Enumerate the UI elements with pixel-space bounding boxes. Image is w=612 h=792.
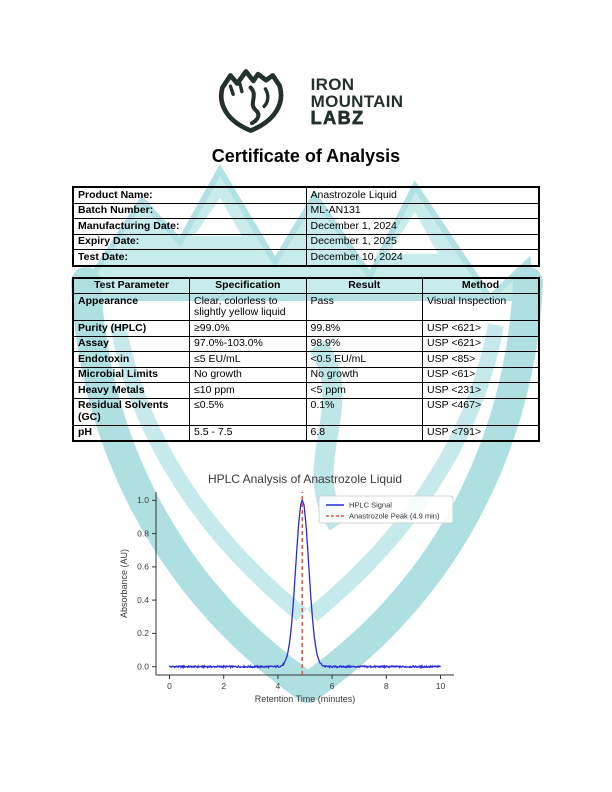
test-results-table: Test Parameter Specification Result Meth… — [72, 276, 540, 442]
chart-ylabel: Absorbance (AU) — [119, 549, 129, 618]
test-date-label: Test Date: — [72, 249, 307, 266]
svg-text:HPLC Signal: HPLC Signal — [349, 501, 392, 510]
batch-number-label: Batch Number: — [72, 202, 307, 219]
batch-number-value: ML-AN131 — [305, 202, 540, 219]
svg-text:0.4: 0.4 — [137, 595, 149, 605]
product-name-label: Product Name: — [72, 186, 307, 204]
brand-line-labz: LABZ — [310, 107, 365, 128]
table-row: Batch Number: ML-AN131 — [72, 202, 540, 219]
svg-text:1.0: 1.0 — [137, 495, 149, 505]
manufacturing-date-label: Manufacturing Date: — [72, 218, 307, 235]
cell-method: USP <61> — [422, 366, 540, 383]
cell-result: <5 ppm — [305, 382, 423, 399]
table-row: Residual Solvents (GC) ≤0.5% 0.1% USP <4… — [72, 397, 540, 426]
cell-method: USP <621> — [422, 335, 540, 352]
brand-logo: IRON MOUNTAIN LABZ — [0, 66, 612, 136]
cell-parameter: Residual Solvents (GC) — [72, 397, 190, 426]
cell-result: <0.5 EU/mL — [305, 351, 423, 368]
table-row: Manufacturing Date: December 1, 2024 — [72, 218, 540, 235]
table-row: Product Name: Anastrozole Liquid — [72, 186, 540, 204]
cell-specification: No growth — [189, 366, 307, 383]
table-row: Purity (HPLC) ≥99.0% 99.8% USP <621> — [72, 320, 540, 337]
cell-method: Visual Inspection — [422, 293, 540, 321]
table-header-row: Test Parameter Specification Result Meth… — [72, 277, 540, 294]
col-header-specification: Specification — [189, 277, 307, 294]
table-row: Endotoxin ≤5 EU/mL <0.5 EU/mL USP <85> — [72, 351, 540, 368]
page-title: Certificate of Analysis — [211, 146, 401, 166]
table-row: Assay 97.0%-103.0% 98.9% USP <621> — [72, 335, 540, 352]
cell-specification: ≤5 EU/mL — [189, 351, 307, 368]
brand-name: IRON MOUNTAIN LABZ — [310, 74, 404, 128]
svg-text:0.6: 0.6 — [137, 562, 149, 572]
col-header-result: Result — [305, 277, 423, 294]
product-name-value: Anastrozole Liquid — [305, 186, 540, 204]
cell-result: Pass — [305, 293, 423, 321]
cell-specification: ≤0.5% — [189, 397, 307, 426]
svg-text:6: 6 — [330, 681, 335, 691]
col-header-method: Method — [422, 277, 540, 294]
svg-text:0.8: 0.8 — [137, 528, 149, 538]
svg-text:10: 10 — [436, 681, 446, 691]
cell-result: 99.8% — [305, 320, 423, 337]
product-info-table: Product Name: Anastrozole Liquid Batch N… — [72, 186, 540, 267]
cell-method: USP <791> — [422, 424, 540, 442]
col-header-test-parameter: Test Parameter — [72, 277, 190, 294]
cell-specification: ≥99.0% — [189, 320, 307, 337]
cell-result: 6.8 — [305, 424, 423, 442]
table-row: Expiry Date: December 1, 2025 — [72, 233, 540, 250]
cell-parameter: Endotoxin — [72, 351, 190, 368]
cell-method: USP <467> — [422, 397, 540, 426]
cell-parameter: pH — [72, 424, 190, 442]
cell-parameter: Purity (HPLC) — [72, 320, 190, 337]
svg-text:4: 4 — [276, 681, 281, 691]
hplc-signal-line — [168, 499, 442, 670]
cell-result: No growth — [305, 366, 423, 383]
svg-text:0.0: 0.0 — [137, 662, 149, 672]
cell-parameter: Appearance — [72, 293, 190, 321]
svg-text:2: 2 — [221, 681, 226, 691]
chart-title: HPLC Analysis of Anastrozole Liquid — [208, 472, 402, 486]
brand-line-iron: IRON — [310, 74, 355, 94]
table-row: Microbial Limits No growth No growth USP… — [72, 366, 540, 383]
cell-parameter: Assay — [72, 335, 190, 352]
cell-specification: Clear, colorless to slightly yellow liqu… — [189, 293, 307, 321]
svg-text:8: 8 — [384, 681, 389, 691]
manufacturing-date-value: December 1, 2024 — [305, 218, 540, 235]
shield-mountain-icon — [218, 69, 283, 133]
chart-legend: HPLC Signal Anastrozole Peak (4.9 min) — [318, 495, 454, 524]
expiry-date-value: December 1, 2025 — [305, 233, 540, 250]
cell-method: USP <85> — [422, 351, 540, 368]
hplc-chart: 0 2 4 6 8 10 0.0 0.2 0.4 0.6 0.8 1.0 HPLC Analysis o… — [0, 468, 612, 710]
cell-specification: 5.5 - 7.5 — [189, 424, 307, 442]
svg-text:0.2: 0.2 — [137, 628, 149, 638]
cell-result: 0.1% — [305, 397, 423, 426]
hplc-chart-svg: 0 2 4 6 8 10 0.0 0.2 0.4 0.6 0.8 1.0 HPLC Analysis o… — [119, 472, 454, 704]
chart-xlabel: Retention Time (minutes) — [255, 694, 356, 704]
table-row: pH 5.5 - 7.5 6.8 USP <791> — [72, 424, 540, 442]
cell-parameter: Microbial Limits — [72, 366, 190, 383]
cell-parameter: Heavy Metals — [72, 382, 190, 399]
cell-specification: 97.0%-103.0% — [189, 335, 307, 352]
table-row: Heavy Metals ≤10 ppm <5 ppm USP <231> — [72, 382, 540, 399]
brand-line-mountain: MOUNTAIN — [310, 91, 404, 111]
test-date-value: December 10, 2024 — [305, 249, 540, 266]
table-row: Test Date: December 10, 2024 — [72, 249, 540, 266]
certificate-content: IRON MOUNTAIN LABZ Certificate of Analys… — [0, 66, 612, 710]
cell-specification: ≤10 ppm — [189, 382, 307, 399]
cell-method: USP <231> — [422, 382, 540, 399]
cell-result: 98.9% — [305, 335, 423, 352]
svg-text:Anastrozole Peak (4.9 min): Anastrozole Peak (4.9 min) — [349, 512, 440, 521]
expiry-date-label: Expiry Date: — [72, 233, 307, 250]
cell-method: USP <621> — [422, 320, 540, 337]
svg-text:0: 0 — [167, 681, 172, 691]
table-row: Appearance Clear, colorless to slightly … — [72, 293, 540, 321]
